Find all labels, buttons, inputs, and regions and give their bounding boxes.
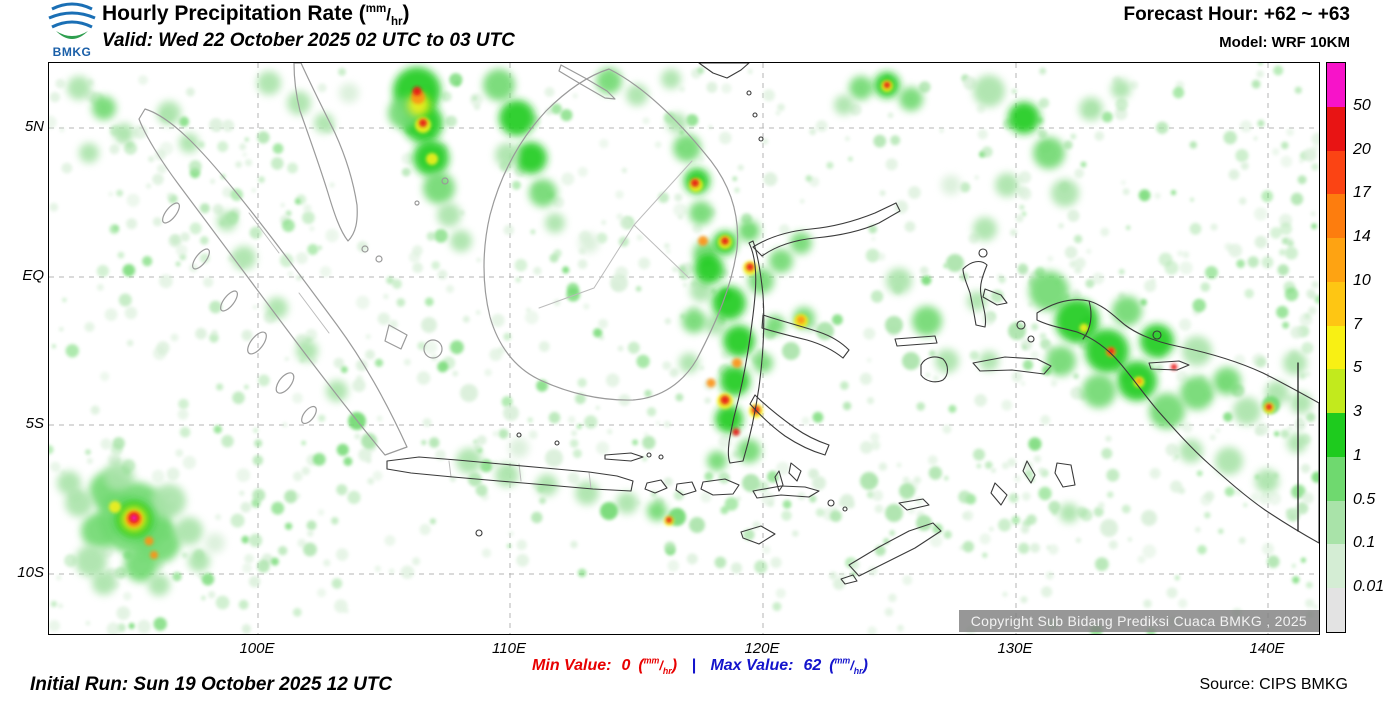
model-label: Model: WRF 10KM xyxy=(1219,34,1350,51)
legend-tick-label: 3 xyxy=(1353,403,1362,421)
legend-tick-label: 7 xyxy=(1353,315,1362,333)
min-value-text: Min Value: 0 (mm/hr) xyxy=(532,656,678,677)
minmax-values: Min Value: 0 (mm/hr) | Max Value: 62 (mm/hr) xyxy=(300,656,1100,677)
legend-segment xyxy=(1327,369,1345,414)
bmkg-logo-icon xyxy=(48,2,96,39)
legend-tick-label: 0.01 xyxy=(1353,578,1385,596)
lat-label: EQ xyxy=(22,267,44,284)
max-value-text: Max Value: 62 (mm/hr) xyxy=(710,656,868,677)
legend-segment xyxy=(1327,325,1345,370)
source-label: Source: CIPS BMKG xyxy=(1199,676,1349,693)
legend-segment xyxy=(1327,106,1345,151)
precip-clusters xyxy=(57,67,1312,596)
legend-segment xyxy=(1327,238,1345,282)
min-unit: (mm/hr) xyxy=(638,656,678,677)
coastlines xyxy=(138,62,1320,585)
legend-tick-label: 1 xyxy=(1353,446,1362,464)
legend-segment xyxy=(1327,63,1345,107)
lon-label: 110E xyxy=(492,640,526,657)
legend-tick-label: 5 xyxy=(1353,359,1362,377)
legend-segment xyxy=(1327,500,1345,545)
map-area: Copyright Sub Bidang Prediksi Cuaca BMKG… xyxy=(43,60,1324,637)
legend-ticks: 50 20 17 14 10 7 5 3 1 0.5 0.1 0.01 xyxy=(1353,62,1399,633)
legend-segment xyxy=(1327,281,1345,326)
legend-tick-label: 14 xyxy=(1353,228,1371,246)
lon-label: 140E xyxy=(1249,640,1285,657)
precipitation-map xyxy=(43,60,1324,637)
lon-label: 130E xyxy=(997,640,1033,657)
page-title: Hourly Precipitation Rate (mm/hr) xyxy=(102,2,410,29)
lat-label: 5N xyxy=(24,118,44,135)
legend-tick-label: 50 xyxy=(1353,96,1371,114)
legend-segment xyxy=(1327,456,1345,501)
legend-tick-label: 20 xyxy=(1353,140,1371,158)
legend-tick-label: 0.1 xyxy=(1353,534,1376,552)
initial-run: Initial Run: Sun 19 October 2025 12 UTC xyxy=(30,674,393,695)
legend-tick-label: 0.5 xyxy=(1353,490,1376,508)
valid-time: Valid: Wed 22 October 2025 02 UTC to 03 … xyxy=(102,30,515,51)
lat-label: 10S xyxy=(17,564,44,581)
lon-label: 100E xyxy=(239,640,275,657)
legend-tick-label: 17 xyxy=(1353,184,1371,202)
title-unit: (mm/hr) xyxy=(358,2,410,29)
min-value: 0 xyxy=(621,657,631,675)
bmkg-logo-text: BMKG xyxy=(52,45,92,59)
lon-label: 120E xyxy=(744,640,780,657)
legend-segment xyxy=(1327,544,1345,589)
minmax-separator: | xyxy=(691,657,696,675)
legend-bar xyxy=(1326,62,1346,633)
legend-segment xyxy=(1327,413,1345,457)
legend-segment xyxy=(1327,194,1345,239)
legend-tick-label: 10 xyxy=(1353,271,1371,289)
max-unit: (mm/hr) xyxy=(829,656,868,677)
legend-segment xyxy=(1327,150,1345,195)
lat-label: 5S xyxy=(25,415,44,432)
copyright-overlay: Copyright Sub Bidang Prediksi Cuaca BMKG… xyxy=(958,610,1319,632)
bmkg-logo: BMKG xyxy=(44,1,100,59)
forecast-hour: Forecast Hour: +62 ~ +63 xyxy=(1123,4,1350,25)
legend-segment xyxy=(1327,588,1345,632)
max-value: 62 xyxy=(803,657,822,675)
